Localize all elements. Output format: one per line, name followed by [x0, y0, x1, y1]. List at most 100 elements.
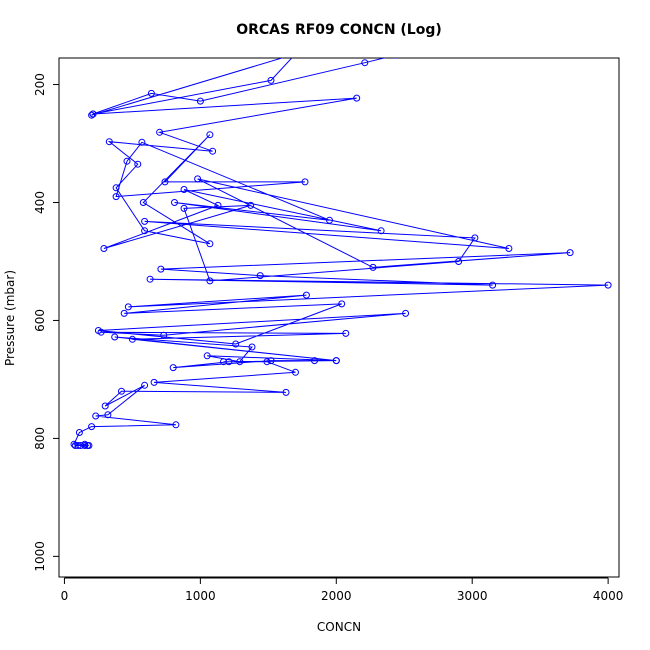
x-axis: 0 1000 2000 3000 4000: [61, 577, 624, 603]
x-tick-label: 0: [61, 589, 69, 603]
data-point: [141, 381, 149, 389]
data-point: [455, 258, 463, 265]
x-tick-label: 4000: [593, 589, 624, 603]
data-point: [112, 184, 120, 192]
data-point: [471, 234, 479, 242]
y-tick-label: 600: [33, 309, 47, 332]
y-axis-label: Pressure (mbar): [3, 270, 17, 366]
data-point: [92, 412, 100, 420]
data-point: [141, 227, 149, 235]
data-point: [196, 97, 204, 105]
data-point: [292, 368, 299, 376]
data-point: [402, 309, 410, 317]
data-point: [505, 245, 513, 252]
data-point: [220, 358, 227, 366]
data-point: [311, 357, 318, 365]
y-tick-label: 200: [33, 73, 47, 96]
data-point: [369, 263, 377, 271]
data-point: [104, 411, 112, 419]
data-point: [156, 128, 164, 136]
data-point: [147, 89, 155, 97]
data-point: [248, 343, 256, 351]
data-point: [172, 421, 180, 429]
data-point: [236, 358, 244, 366]
data-point: [89, 110, 97, 118]
y-axis: 200 400 600 800 1000: [33, 73, 60, 572]
data-point: [146, 275, 154, 283]
data-point: [302, 291, 310, 299]
data-point: [180, 186, 188, 193]
data-point: [88, 111, 96, 119]
data-point: [332, 357, 340, 365]
data-point: [326, 216, 333, 224]
data-point: [566, 249, 574, 257]
data-point: [70, 440, 78, 448]
data-point: [123, 157, 131, 165]
data-point: [150, 378, 158, 386]
data-point: [209, 147, 217, 155]
data-point: [161, 178, 169, 186]
chart-title: ORCAS RF09 CONCN (Log): [236, 22, 442, 38]
series-group: [70, 58, 612, 449]
data-point: [256, 272, 264, 280]
data-point: [77, 442, 85, 449]
plot-area: [58, 57, 620, 578]
data-point: [214, 201, 222, 209]
data-point: [604, 281, 612, 289]
data-point: [97, 328, 105, 336]
data-point: [247, 201, 255, 209]
data-point: [377, 227, 385, 235]
data-point: [118, 387, 125, 395]
data-point: [171, 199, 178, 206]
data-point: [139, 199, 147, 206]
data-point: [74, 442, 82, 449]
data-point: [353, 94, 361, 102]
data-point: [282, 388, 290, 396]
data-point: [71, 442, 79, 449]
data-point: [138, 138, 146, 146]
data-point: [85, 442, 93, 449]
data-point: [206, 131, 214, 139]
data-point: [267, 76, 275, 84]
data-point: [88, 423, 96, 431]
data-point: [267, 357, 275, 365]
data-point: [81, 442, 89, 449]
data-point: [75, 429, 83, 436]
x-axis-label: CONCN: [317, 620, 361, 634]
data-point: [180, 204, 188, 212]
data-point: [338, 300, 346, 308]
y-tick-label: 400: [33, 191, 47, 214]
data-point: [206, 240, 214, 248]
y-tick-label: 1000: [33, 541, 47, 572]
data-point: [194, 175, 202, 183]
data-point: [112, 193, 120, 201]
data-point: [361, 59, 369, 67]
data-point: [124, 303, 132, 311]
data-point: [263, 358, 271, 366]
data-point: [206, 277, 214, 285]
data-point: [225, 358, 233, 366]
data-point: [342, 329, 350, 337]
data-point: [105, 138, 113, 146]
y-tick-label: 800: [33, 427, 47, 450]
data-point: [134, 160, 142, 168]
data-point: [100, 245, 108, 252]
series-line: [73, 58, 609, 446]
data-point: [157, 265, 165, 273]
data-point: [169, 364, 177, 372]
data-point: [394, 58, 399, 59]
data-point: [120, 309, 128, 317]
data-point: [101, 402, 109, 410]
data-point: [301, 178, 309, 186]
data-point: [128, 335, 136, 343]
data-point: [160, 331, 168, 339]
data-point: [489, 281, 497, 289]
data-point: [203, 352, 211, 360]
x-tick-label: 2000: [321, 589, 352, 603]
data-point: [141, 217, 149, 225]
data-point: [232, 340, 240, 348]
data-point: [111, 333, 119, 341]
x-tick-label: 1000: [185, 589, 216, 603]
